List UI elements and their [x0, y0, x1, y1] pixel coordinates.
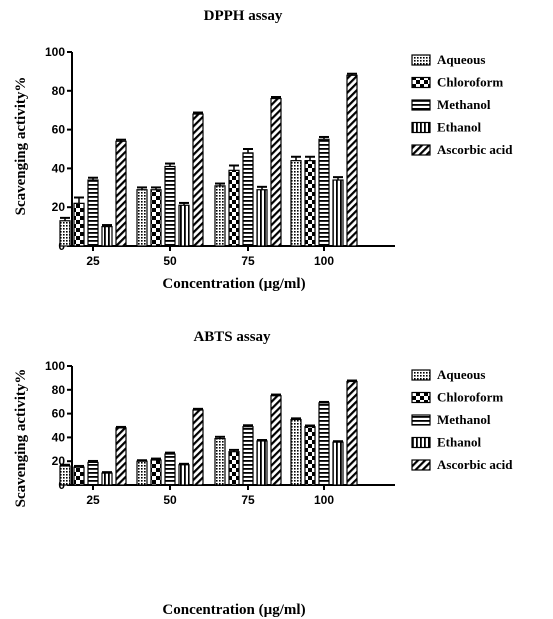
bar-chloroform-100: [304, 160, 316, 247]
bar-ascorbic-acid-75: [270, 97, 282, 247]
x-tick-label: 100: [314, 493, 334, 507]
legend: Aqueous Chloroform Methanol Ethanol Ascorbic…: [411, 52, 513, 157]
bar-chloroform-50: [150, 459, 162, 486]
bar-ethanol-100: [332, 179, 344, 247]
legend-label: Aqueous: [437, 52, 485, 67]
legend-label: Methanol: [437, 412, 491, 427]
x-tick-label: 25: [86, 493, 100, 507]
legend-label: Chloroform: [437, 390, 503, 405]
bar-aqueous-50: [136, 460, 148, 486]
bar-chloroform-100: [304, 426, 316, 486]
x-tick-label: 100: [314, 254, 334, 268]
bar-chloroform-25: [73, 202, 85, 247]
bar-methanol-75: [242, 152, 254, 247]
bar-methanol-50: [164, 165, 176, 247]
x-tick-label: 50: [163, 254, 177, 268]
bar-methanol-100: [318, 402, 330, 486]
bar-ethanol-100: [332, 441, 344, 486]
legend-label: Ethanol: [437, 120, 481, 135]
bar-chloroform-25: [73, 466, 85, 486]
legend-swatch-chloroform: [411, 391, 431, 404]
bar-methanol-100: [318, 138, 330, 247]
legend-swatch-aqueous: [411, 54, 431, 66]
legend-swatch-ascorbic-acid: [411, 459, 431, 471]
legend-label: Ascorbic acid: [437, 457, 513, 472]
legend-swatch-chloroform: [411, 76, 431, 89]
legend-label: Chloroform: [437, 75, 503, 90]
x-axis-label: Concentration (µg/ml): [162, 276, 305, 292]
legend-label: Methanol: [437, 97, 491, 112]
bar-ascorbic-acid-50: [192, 409, 204, 486]
y-tick-label: 80: [52, 84, 66, 98]
y-axis-label: Scavenging activity%: [13, 369, 29, 508]
chart-panel-abts: ABTS assay Scavenging activity% Concentr…: [13, 329, 513, 618]
x-tick-label: 25: [86, 254, 100, 268]
y-tick-label: 80: [52, 383, 66, 397]
legend-swatch-ascorbic-acid: [411, 144, 431, 156]
bar-ethanol-25: [101, 472, 113, 486]
legend-swatch-ethanol: [411, 121, 431, 134]
bar-chloroform-50: [150, 189, 162, 247]
bar-ascorbic-acid-75: [270, 395, 282, 486]
x-tick-label: 75: [241, 254, 255, 268]
legend: Aqueous Chloroform Methanol Ethanol Ascorbic…: [411, 367, 513, 472]
y-tick-label: 60: [52, 407, 66, 421]
bar-ascorbic-acid-100: [346, 380, 358, 486]
chart-title: ABTS assay: [193, 329, 271, 345]
legend-swatch-aqueous: [411, 369, 431, 381]
y-tick-label: 40: [52, 430, 66, 444]
bar-methanol-25: [87, 461, 99, 486]
bar-methanol-25: [87, 179, 99, 247]
legend-swatch-methanol: [411, 99, 431, 111]
plot-area: 020406080100255075100: [45, 359, 395, 507]
y-axis-label: Scavenging activity%: [13, 77, 29, 216]
legend-swatch-methanol: [411, 414, 431, 426]
chart-panel-dpph: DPPH assay Scavenging activity% Concentr…: [13, 8, 513, 292]
chart-title: DPPH assay: [204, 8, 283, 24]
bar-methanol-75: [242, 426, 254, 486]
legend-swatch-ethanol: [411, 436, 431, 449]
y-tick-label: 100: [45, 45, 65, 59]
bar-ethanol-50: [178, 204, 190, 247]
plot-area: 020406080100255075100: [45, 45, 395, 268]
bar-aqueous-100: [290, 160, 302, 247]
y-tick-label: 40: [52, 161, 66, 175]
bar-chloroform-75: [228, 169, 240, 247]
bar-aqueous-75: [214, 185, 226, 247]
bar-chloroform-75: [228, 451, 240, 486]
bar-aqueous-100: [290, 418, 302, 486]
legend-label: Ethanol: [437, 435, 481, 450]
bar-aqueous-25: [59, 465, 71, 486]
bar-ascorbic-acid-50: [192, 113, 204, 247]
bar-ethanol-25: [101, 226, 113, 247]
y-tick-label: 100: [45, 359, 65, 373]
bar-ascorbic-acid-25: [115, 140, 127, 247]
bar-ascorbic-acid-100: [346, 74, 358, 247]
x-tick-label: 50: [163, 493, 177, 507]
y-tick-label: 60: [52, 123, 66, 137]
x-axis-label: Concentration (µg/ml): [162, 602, 305, 618]
bar-aqueous-25: [59, 220, 71, 247]
bar-ethanol-75: [256, 440, 268, 486]
y-tick-label: 20: [52, 200, 66, 214]
legend-label: Ascorbic acid: [437, 142, 513, 157]
bar-ethanol-50: [178, 464, 190, 486]
x-tick-label: 75: [241, 493, 255, 507]
legend-label: Aqueous: [437, 367, 485, 382]
bar-aqueous-50: [136, 189, 148, 247]
bar-ethanol-75: [256, 189, 268, 247]
bar-aqueous-75: [214, 437, 226, 486]
bar-ascorbic-acid-25: [115, 427, 127, 486]
bar-methanol-50: [164, 453, 176, 486]
